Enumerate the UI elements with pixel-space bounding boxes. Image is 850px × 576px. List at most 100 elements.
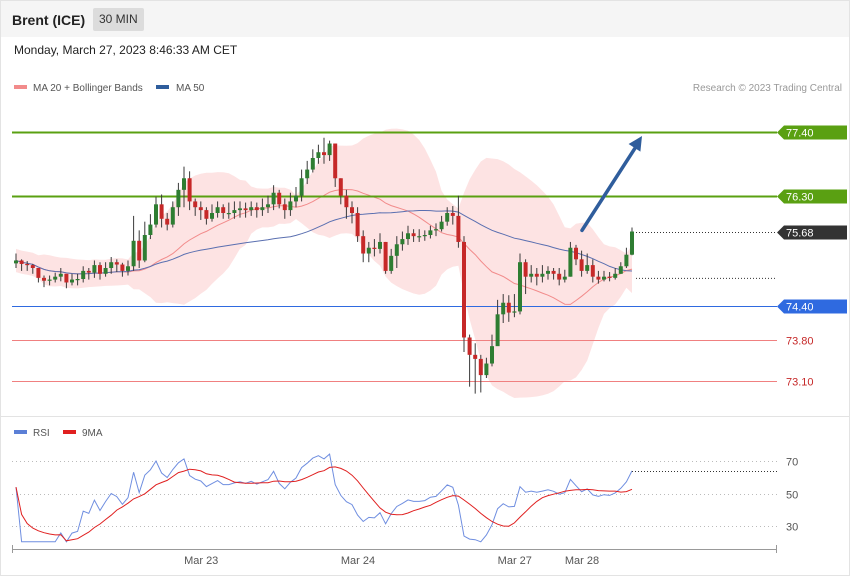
candle-body (103, 268, 108, 274)
candle-body (506, 302, 511, 313)
candle-body (417, 236, 422, 238)
candle-body (126, 266, 130, 271)
level-76-30-label: 76.30 (786, 192, 814, 204)
rsi-9ma-line (15, 466, 633, 542)
candle-body (540, 273, 545, 277)
candle-body (389, 255, 394, 271)
candle-body (473, 354, 478, 359)
rsi-level-70-label: 70 (786, 457, 798, 469)
candle-body (478, 358, 483, 376)
candle-body (596, 276, 601, 280)
candle-body (165, 218, 170, 225)
copyright-label: Research © 2023 Trading Central (693, 83, 842, 94)
candle-body (86, 270, 91, 273)
candle-body (53, 276, 58, 280)
level-73-10-label: 73.10 (786, 377, 814, 389)
legend-swatch-9ma (63, 430, 76, 434)
candle-body (170, 207, 175, 225)
candle-body (271, 192, 276, 205)
candle-body (187, 178, 192, 202)
instrument-title: Brent (ICE) (12, 12, 86, 28)
candle-body (30, 265, 35, 268)
candle-body (36, 268, 41, 278)
candle-body (238, 208, 242, 211)
candle-body (25, 263, 30, 266)
candle-body (176, 189, 181, 208)
candle-body (243, 208, 248, 211)
candle-body (383, 241, 388, 271)
candle-body (120, 264, 125, 271)
price-levels (12, 131, 777, 382)
candle-body (109, 262, 114, 268)
candle-body (372, 247, 377, 249)
candle-body (568, 247, 573, 277)
candle-body (58, 273, 63, 277)
level-76-30-tag (777, 189, 847, 204)
candle-body (131, 240, 136, 267)
level-77-40-label: 77.40 (786, 128, 814, 140)
level-73-80-label: 73.80 (786, 336, 814, 348)
candle-body (148, 224, 153, 235)
candle-body (546, 270, 550, 274)
candle-body (602, 276, 606, 280)
candle-body (277, 192, 282, 205)
candle-body (484, 363, 489, 376)
candle-body (98, 265, 102, 274)
timeframe-badge[interactable]: 30 MIN (93, 8, 144, 31)
candle-body (378, 241, 382, 249)
x-tick-label: Mar 28 (565, 555, 599, 567)
candle-body (428, 230, 433, 235)
candle-body (226, 213, 231, 215)
candle-body (529, 273, 534, 277)
candle-body (400, 239, 405, 245)
legend-label-ma20: MA 20 + Bollinger Bands (33, 83, 143, 94)
candle-body (47, 279, 52, 281)
legend-swatch-ma50 (156, 85, 169, 89)
x-tick-label: Mar 23 (184, 555, 218, 567)
candle-body (159, 204, 164, 219)
candle-body (439, 221, 444, 230)
candle-body (344, 195, 349, 208)
x-tick-label: Mar 24 (341, 555, 375, 567)
candle-body (512, 311, 517, 313)
candle-body (193, 201, 198, 208)
candle-body (518, 262, 522, 312)
candle-body (490, 346, 494, 364)
candle-body (434, 229, 438, 231)
candle-body (445, 213, 450, 222)
legend-swatch-rsi (14, 430, 27, 434)
candle-body (327, 143, 332, 156)
legend-label-9ma: 9MA (82, 428, 103, 439)
bollinger-band-area (16, 128, 632, 398)
candle-body (305, 169, 310, 179)
candle-body (249, 207, 254, 211)
candle-body (422, 235, 427, 237)
projection-arrow-head (628, 136, 642, 152)
candle-body (551, 270, 556, 274)
rsi-level-30-label: 30 (786, 522, 798, 534)
x-axis: Mar 23 Mar 24 Mar 27 Mar 28 (12, 545, 777, 567)
candle-body (406, 233, 410, 240)
candle-body (350, 207, 354, 213)
candle-body (299, 178, 304, 196)
legend-swatch-ma20 (14, 85, 27, 89)
candle-body (294, 195, 298, 202)
candle-body (81, 270, 86, 279)
candle-body (198, 207, 203, 211)
candle-body (613, 273, 618, 278)
candle-body (394, 244, 399, 256)
moving-averages (15, 188, 633, 305)
candle-body (450, 213, 455, 216)
candle-body (366, 247, 371, 254)
candle-body (574, 247, 578, 260)
candle-body (75, 279, 80, 281)
candle-body (607, 276, 612, 278)
candle-body (254, 207, 259, 211)
level-tags: 77.40 76.30 75.68 74.40 73.80 73.10 (777, 125, 847, 389)
candle-body (142, 235, 147, 261)
candle-body (333, 143, 338, 179)
candle-body (182, 178, 186, 190)
candle-body (221, 207, 226, 213)
